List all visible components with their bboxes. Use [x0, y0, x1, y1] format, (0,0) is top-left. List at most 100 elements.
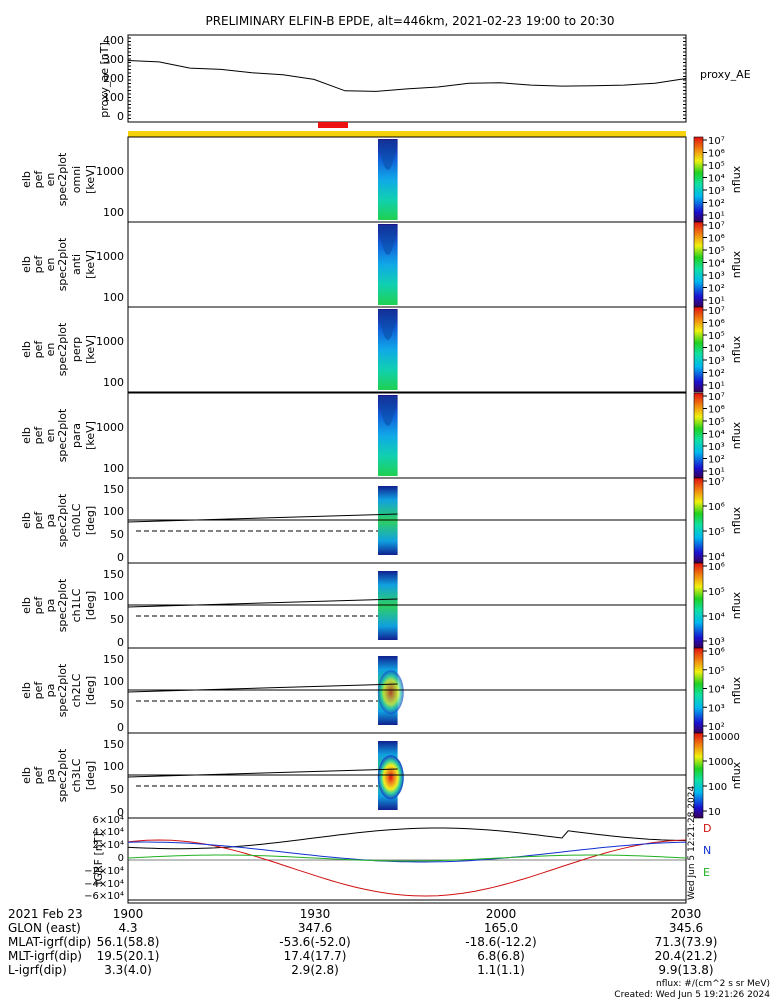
- energy-panel-label: en: [44, 258, 57, 272]
- colorbar: [693, 306, 704, 393]
- orbit-date: 2021 Feb 23: [8, 907, 83, 921]
- colorbar-tick-label: 10⁴: [708, 612, 725, 623]
- energy-panel-label: en: [44, 343, 57, 357]
- colorbar-tick-label: 10³: [708, 356, 725, 367]
- pa-panel-label: pef: [32, 766, 45, 785]
- ae-series-line: [127, 60, 687, 92]
- pa-panel-label: ch0LC: [70, 503, 83, 537]
- energy-ytick: 100: [103, 291, 124, 304]
- colorbar-tick-label: 10⁶: [708, 502, 725, 513]
- pa-ytick: 0: [117, 721, 124, 734]
- colorbar-tick-label: 10¹: [708, 211, 725, 222]
- ae-ytick: 200: [103, 72, 124, 85]
- orbit-row-label: GLON (east): [8, 921, 81, 935]
- colorbar-title: nflux: [730, 506, 743, 534]
- pa-panel-label: [deg]: [84, 591, 97, 620]
- colorbar: [693, 647, 704, 734]
- energy-panel-label: [keV]: [84, 421, 97, 450]
- energy-panel-label: [keV]: [84, 165, 97, 194]
- colorbar: [693, 136, 704, 223]
- energy-panel-label: [keV]: [84, 335, 97, 364]
- colorbar-tick-label: 10: [708, 807, 721, 818]
- footer-units: nflux: #/(cm^2 s sr MeV): [656, 979, 770, 989]
- colorbar-tick-label: 10³: [708, 271, 725, 282]
- igrf-by-line: [127, 854, 687, 862]
- colorbar-tick-label: 10⁷: [708, 221, 725, 232]
- colorbar-tick-label: 10000: [708, 732, 740, 743]
- pa-panel-label: spec2plot: [56, 663, 69, 717]
- energy-panel-frame: [127, 306, 687, 393]
- pa-panel-label: pa: [44, 599, 57, 613]
- igrf-ytick: 2×10⁴: [93, 840, 124, 851]
- colorbar: [693, 477, 704, 564]
- orbit-cell: -53.6(-52.0): [279, 935, 350, 949]
- energy-spectrogram: [378, 140, 398, 170]
- igrf-legend-label: D: [703, 822, 711, 835]
- orbit-time-1900: 1900: [113, 907, 144, 921]
- pa-ytick: 50: [110, 783, 124, 796]
- colorbar-tick-label: 10²: [708, 284, 725, 295]
- energy-panel-label: en: [44, 429, 57, 443]
- pa-ytick: 100: [103, 760, 124, 773]
- colorbar-tick-label: 10⁵: [708, 587, 725, 598]
- energy-panel-frame: [127, 136, 687, 223]
- colorbar-title: nflux: [730, 335, 743, 363]
- energy-panel-label: pef: [32, 255, 45, 274]
- orbit-cell: 71.3(73.9): [655, 935, 718, 949]
- igrf-ytick: 6×10⁴: [93, 815, 124, 826]
- energy-ytick: 1000: [96, 421, 124, 434]
- orbit-cell: 17.4(17.7): [284, 949, 347, 963]
- igrf-ytick: −6×10⁴: [84, 891, 124, 902]
- igrf-bx-line: [127, 839, 687, 897]
- pa-ytick: 100: [103, 505, 124, 518]
- colorbar-title: nflux: [730, 591, 743, 619]
- igrf-stamp: Wed Jun 5 12:21:28 2024: [687, 786, 697, 900]
- loss-cone-line: [127, 768, 398, 778]
- energy-panel-frame: [127, 221, 687, 308]
- energy-ytick: 100: [103, 462, 124, 475]
- orbit-row-label: MLAT-igrf(dip): [8, 935, 91, 949]
- energy-ytick: 1000: [96, 250, 124, 263]
- colorbar-title: nflux: [730, 165, 743, 193]
- igrf-panel-frame: [127, 817, 687, 901]
- pa-panel-label: ch2LC: [70, 673, 83, 707]
- igrf-ytick: −2×10⁴: [84, 866, 124, 877]
- ae-minor-ticks: [128, 37, 686, 119]
- colorbar-tick-label: 10⁷: [708, 306, 725, 317]
- igrf-legend-label: N: [703, 844, 711, 857]
- colorbar-tick-label: 10⁴: [708, 685, 725, 696]
- colorbar-tick-label: 10⁷: [708, 477, 725, 488]
- colorbar-tick-label: 10⁵: [708, 331, 725, 342]
- orbit-cell: 6.8(6.8): [477, 949, 525, 963]
- pa-ytick: 150: [103, 483, 124, 496]
- colorbar-tick-label: 10³: [708, 442, 725, 453]
- colorbar-tick-label: 10⁶: [708, 234, 725, 245]
- colorbar: [693, 392, 704, 479]
- orbit-row-label: MLT-igrf(dip): [8, 949, 82, 963]
- energy-ytick: 100: [103, 206, 124, 219]
- colorbar-tick-label: 10²: [708, 455, 725, 466]
- orbit-cell: 165.0: [484, 921, 518, 935]
- igrf-ylabel: IGRF [nT]: [92, 833, 105, 885]
- colorbar-title: nflux: [730, 761, 743, 789]
- figure-title: PRELIMINARY ELFIN-B EPDE, alt=446km, 202…: [205, 14, 614, 28]
- colorbar-tick-label: 10⁷: [708, 392, 725, 403]
- colorbar-tick-label: 100: [708, 782, 727, 793]
- orbit-cell: 2.9(2.8): [291, 963, 339, 977]
- colorbar: [693, 562, 704, 649]
- pa-ytick: 150: [103, 653, 124, 666]
- energy-panel-label: elb: [20, 256, 33, 273]
- energy-panel-label: en: [44, 173, 57, 187]
- colorbar-tick-label: 10³: [708, 637, 725, 648]
- pa-ytick: 100: [103, 590, 124, 603]
- orbit-cell: 56.1(58.8): [97, 935, 160, 949]
- energy-ytick: 100: [103, 376, 124, 389]
- energy-panel-label: spec2plot: [56, 322, 69, 376]
- colorbar-tick-label: 10⁴: [708, 259, 725, 270]
- colorbar-tick-label: 10⁴: [708, 174, 725, 185]
- pa-spectrogram: [377, 755, 404, 800]
- orbit-bar: [128, 131, 686, 137]
- orbit-time-2030: 2030: [671, 907, 702, 921]
- ae-ytick: 300: [103, 53, 124, 66]
- pa-panel-label: spec2plot: [56, 493, 69, 547]
